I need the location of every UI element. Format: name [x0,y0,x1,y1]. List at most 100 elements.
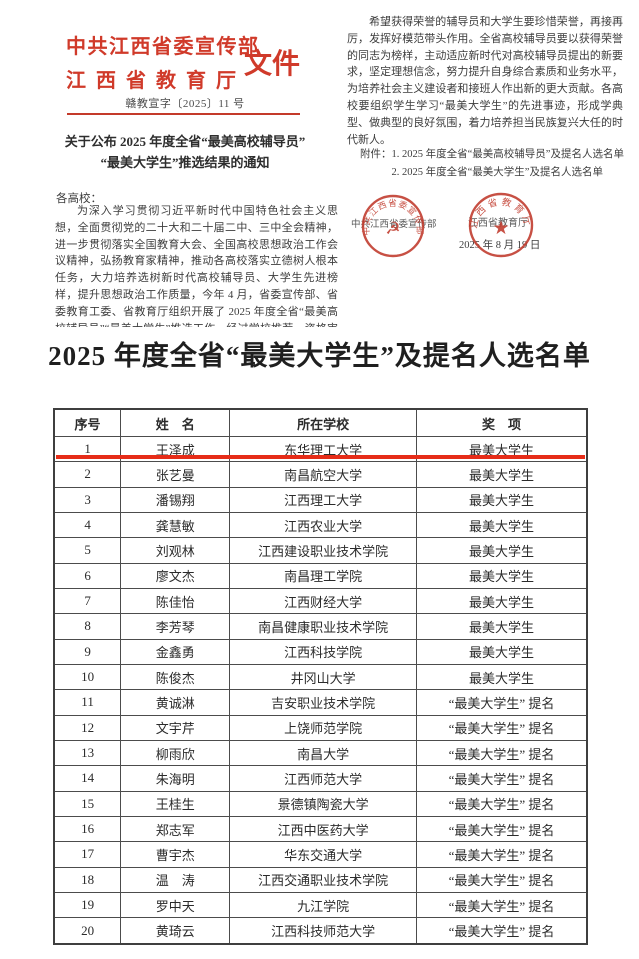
table-cell: 18 [53,866,122,893]
table-cell: 井冈山大学 [229,663,417,691]
table-cell: 15 [53,790,122,817]
table-row: 17 曹宇杰 华东交通大学 “最美大学生” 提名 [53,841,588,868]
table-cell: 最美大学生 [415,435,588,463]
table-cell: 黄琦云 [120,917,231,945]
org-name-line2: 江西省教育厅 [66,70,246,92]
table-cell: “最美大学生” 提名 [415,917,588,945]
notice-title: 关于公布 2025 年度全省“最美高校辅导员” “最美大学生”推选结果的通知 [30,131,340,173]
document-number: 赣教宣字〔2025〕11 号 [125,98,245,110]
table-cell: 朱海明 [120,765,231,792]
table-row: 10 陈俊杰 井冈山大学 最美大学生 [53,663,588,691]
table-cell: 6 [53,562,122,589]
notice-body-page2: 希望获得荣誉的辅导员和大学生要珍惜荣誉，再接再厉，发挥好模范带头作用。全省高校辅… [347,16,623,146]
table-row: 3 潘锡翔 江西理工大学 最美大学生 [53,486,588,513]
table-cell: 江西建设职业技术学院 [229,537,417,564]
table-cell: 李芳琴 [120,613,231,640]
table-row: 5 刘观林 江西建设职业技术学院 最美大学生 [53,537,588,564]
table-cell: 13 [53,739,122,767]
table-cell: 华东交通大学 [229,841,417,868]
hammer-sickle-icon: ☭ [385,219,400,238]
table-cell: 4 [53,511,122,539]
table-cell: “最美大学生” 提名 [415,689,588,716]
table-cell: 最美大学生 [415,486,588,513]
table-cell: “最美大学生” 提名 [415,765,588,792]
table-cell: 潘锡翔 [120,486,231,513]
table-cell: 江西交通职业技术学院 [229,866,417,893]
table-cell: “最美大学生” 提名 [415,739,588,767]
issuing-org-header: 中共江西省委宣传部 江西省教育厅 [66,30,260,93]
table-cell: 19 [53,891,122,919]
award-table: 序号姓 名所在学校奖 项 1 王泽成 东华理工大学 最美大学生 2 张艺曼 南昌航空大学 最美… [53,408,588,945]
table-cell: 江西农业大学 [229,511,417,539]
column-header: 奖 项 [415,408,588,437]
table-cell: 最美大学生 [415,511,588,539]
table-cell: 陈佳怡 [120,587,231,615]
notice-body-page1: 为深入学习贯彻习近平新时代中国特色社会主义思想，全面贯彻党的二十大和二十届二中、… [55,205,338,327]
row-1-highlight-underline [56,455,585,459]
table-cell: 上饶师范学院 [229,714,417,741]
table-cell: 最美大学生 [415,562,588,589]
table-cell: 10 [53,663,122,691]
table-cell: 最美大学生 [415,537,588,564]
table-cell: 南昌大学 [229,739,417,767]
table-cell: 9 [53,638,122,665]
table-row: 13 柳雨欣 南昌大学 “最美大学生” 提名 [53,739,588,767]
table-cell: 王桂生 [120,790,231,817]
table-cell: 江西科技学院 [229,638,417,665]
table-cell: 景德镇陶瓷大学 [229,790,417,817]
table-cell: 廖文杰 [120,562,231,589]
column-header: 所在学校 [229,408,417,437]
issue-date: 2025 年 8 月 19 日 [459,240,541,251]
table-cell: 11 [53,689,122,716]
table-cell: 3 [53,486,122,513]
table-cell: 龚慧敏 [120,511,231,539]
table-cell: 8 [53,613,122,640]
table-row: 7 陈佳怡 江西财经大学 最美大学生 [53,587,588,615]
table-row: 4 龚慧敏 江西农业大学 最美大学生 [53,511,588,539]
org-name-line1: 中共江西省委宣传部 [66,36,260,58]
table-row: 2 张艺曼 南昌航空大学 最美大学生 [53,461,588,488]
table-header-row: 序号姓 名所在学校奖 项 [53,408,588,437]
table-cell: 江西理工大学 [229,486,417,513]
table-row: 12 文宇芹 上饶师范学院 “最美大学生” 提名 [53,714,588,741]
table-cell: 金鑫勇 [120,638,231,665]
table-cell: 罗中天 [120,891,231,919]
signer-org-2: 江西省教育厅 [468,218,528,229]
attachment-list: 附件：1. 2025 年度全省“最美高校辅导员”及提名人选名单 2. 2025 … [360,146,624,182]
attachment-label: 附件： [360,149,392,160]
table-row: 14 朱海明 江西师范大学 “最美大学生” 提名 [53,765,588,792]
signer-org-1: 中共江西省委宣传部 [351,220,437,230]
table-cell: 南昌健康职业技术学院 [229,613,417,640]
table-cell: 最美大学生 [415,613,588,640]
table-cell: 7 [53,587,122,615]
education-dept-seal-icon: 江西省教育厅 ★ [468,192,534,258]
table-cell: 柳雨欣 [120,739,231,767]
table-cell: 17 [53,841,122,868]
notice-title-line1: 关于公布 2025 年度全省“最美高校辅导员” [64,134,306,149]
table-cell: 14 [53,765,122,792]
table-cell: 2 [53,461,122,488]
table-cell: 20 [53,917,122,945]
table-cell: “最美大学生” 提名 [415,815,588,843]
table-cell: 最美大学生 [415,587,588,615]
table-cell: “最美大学生” 提名 [415,790,588,817]
table-cell: 江西师范大学 [229,765,417,792]
table-cell: 最美大学生 [415,663,588,691]
table-cell: “最美大学生” 提名 [415,866,588,893]
table-cell: “最美大学生” 提名 [415,841,588,868]
table-row: 16 郑志军 江西中医药大学 “最美大学生” 提名 [53,815,588,843]
table-row: 15 王桂生 景德镇陶瓷大学 “最美大学生” 提名 [53,790,588,817]
notice-title-line2: “最美大学生”推选结果的通知 [100,155,270,170]
table-body: 1 王泽成 东华理工大学 最美大学生 2 张艺曼 南昌航空大学 最美大学生 3 潘锡翔 江西理工大学… [53,435,588,945]
table-cell: 郑志军 [120,815,231,843]
table-cell: 南昌航空大学 [229,461,417,488]
appendix-title: 2025 年度全省“最美大学生”及提名人选名单 [48,341,591,371]
propaganda-dept-seal-icon: 中共江西省委宣传部 ☭ [361,194,425,258]
attachment-item-2: 2. 2025 年度全省“最美大学生”及提名人选名单 [391,167,603,178]
table-cell: 江西财经大学 [229,587,417,615]
table-cell: 张艺曼 [120,461,231,488]
table-cell: 12 [53,714,122,741]
table-row: 18 温 涛江西交通职业技术学院 “最美大学生” 提名 [53,866,588,893]
salutation: 各高校： [56,193,102,205]
table-cell: “最美大学生” 提名 [415,891,588,919]
